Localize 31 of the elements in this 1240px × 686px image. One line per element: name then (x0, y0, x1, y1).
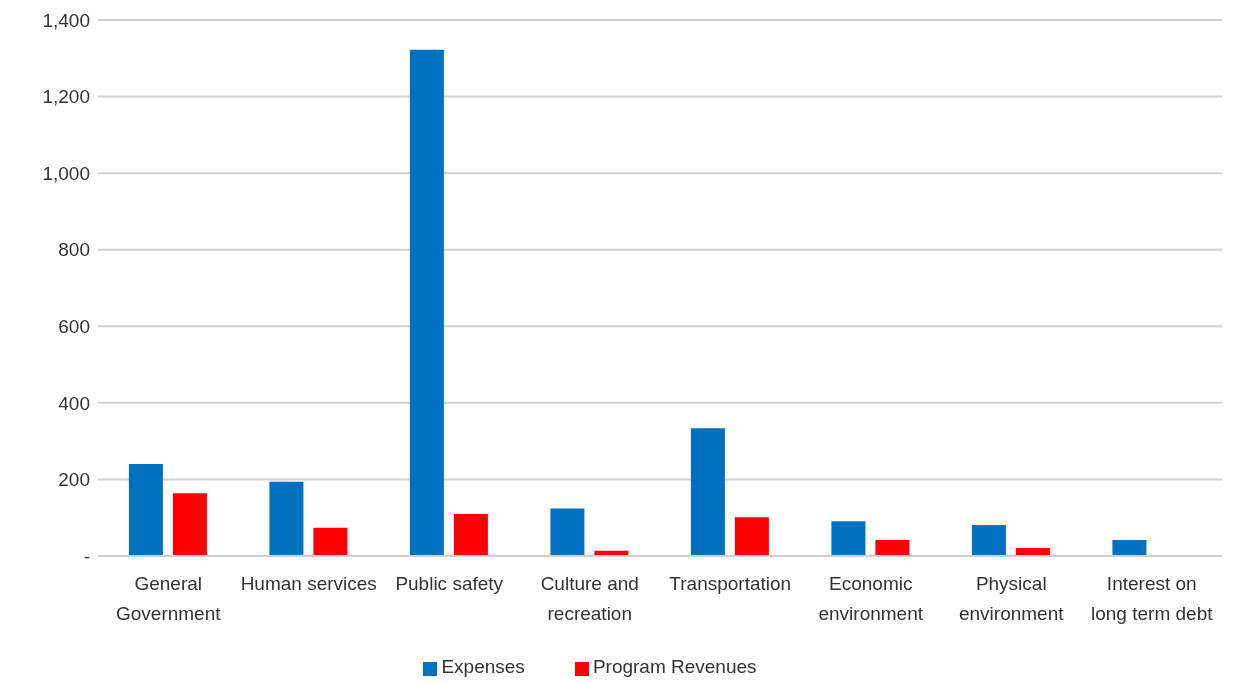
bar (690, 428, 725, 556)
legend-label: Expenses (441, 656, 525, 677)
x-tick-label: Human services (240, 573, 377, 594)
y-tick-label: - (83, 545, 90, 567)
x-tick-label: Economic environment (818, 573, 924, 624)
bar (550, 508, 585, 556)
bar (409, 49, 444, 556)
bar (313, 527, 348, 556)
y-tick-label: 1,000 (42, 162, 90, 184)
bar (453, 513, 488, 556)
bar (269, 481, 304, 556)
legend-label: Program Revenues (592, 656, 757, 677)
y-tick-label: 400 (58, 392, 90, 414)
y-tick-label: 1,400 (42, 9, 90, 31)
x-tick-label: Transportation (669, 573, 792, 594)
bar (172, 493, 207, 556)
y-tick-label: 1,200 (42, 86, 90, 108)
y-tick-label: 200 (58, 469, 90, 491)
x-tick-label: Public safety (395, 573, 504, 594)
y-tick-label: 600 (58, 316, 90, 338)
bar (971, 524, 1006, 556)
bar (734, 517, 769, 556)
bar (1112, 539, 1147, 556)
bar (875, 539, 910, 556)
x-tick-label: Culture and recreation (540, 573, 639, 624)
y-tick-label: 800 (58, 239, 90, 261)
x-tick-label: Interest on long term debt (1091, 573, 1214, 624)
bar (128, 464, 163, 556)
x-tick-label: Physical environment (958, 573, 1065, 624)
bar (831, 521, 866, 556)
x-tick-label: General Government (115, 573, 222, 624)
